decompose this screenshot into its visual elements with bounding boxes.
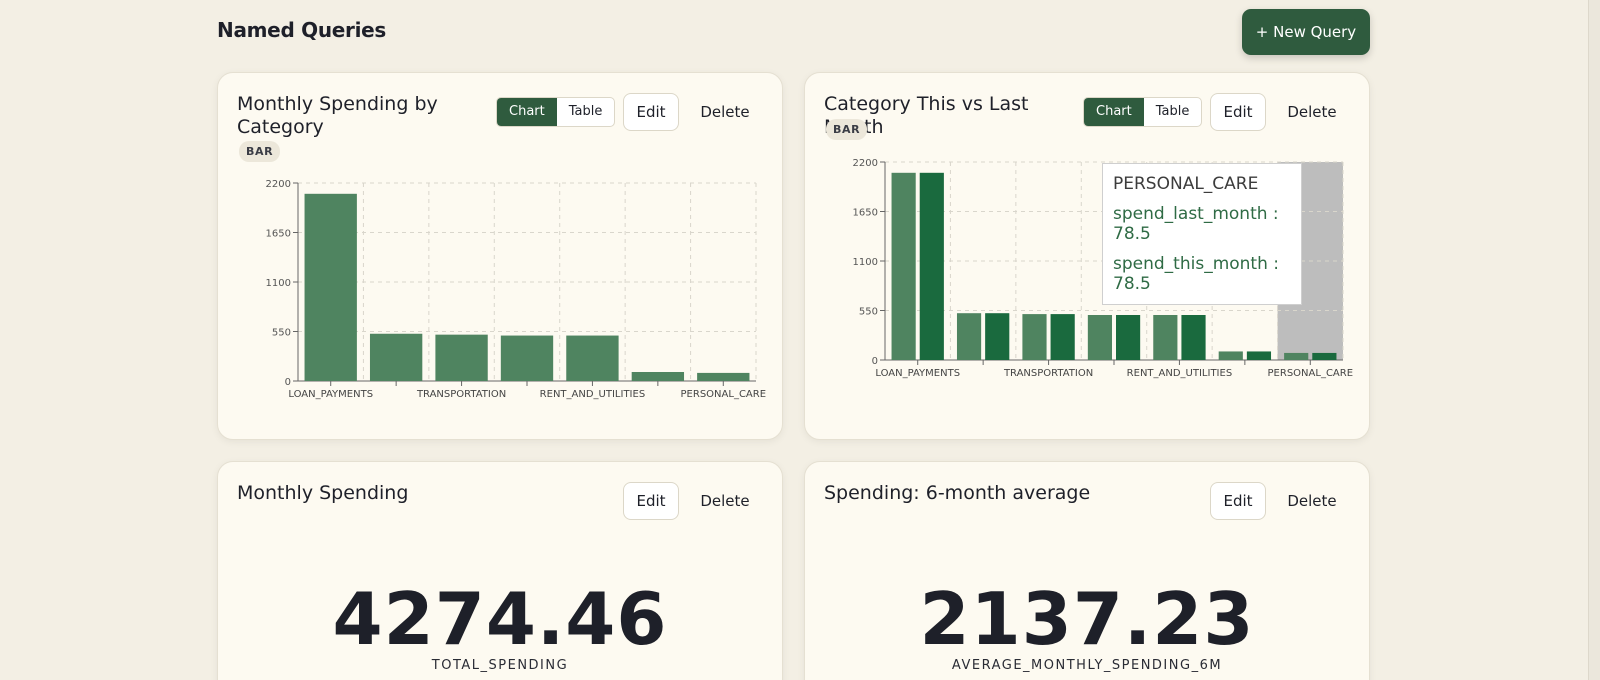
bar <box>891 172 916 360</box>
y-tick-label: 1100 <box>853 257 878 268</box>
query-card-six-month-average: Spending: 6-month average Edit Delete 21… <box>804 461 1370 680</box>
x-tick-label: RENT_AND_UTILITIES <box>540 389 646 400</box>
page-title: Named Queries <box>217 18 387 42</box>
bar <box>1246 351 1272 360</box>
x-tick-label: PERSONAL_CARE <box>681 389 767 400</box>
bar <box>1181 315 1206 360</box>
query-card-category-this-vs-last-month: Category This vs Last Month BAR Chart Ta… <box>804 72 1370 440</box>
page-scrollbar[interactable] <box>1588 0 1600 680</box>
x-tick-label: LOAN_PAYMENTS <box>288 389 373 400</box>
chart-type-badge: BAR <box>826 119 868 140</box>
metric-value: 2137.23 <box>919 577 1255 661</box>
bar <box>435 334 488 381</box>
delete-button[interactable]: Delete <box>689 482 761 520</box>
spending-by-category-chart: 0 550 1100 1650 2200 LOAN_PAYMENTS TRANSPORTAT… <box>266 179 767 400</box>
y-tick-label: 1100 <box>266 278 291 289</box>
tooltip-category: PERSONAL_CARE <box>1113 174 1259 194</box>
chart-type-badge: BAR <box>239 141 281 162</box>
y-tick-label: 1650 <box>266 229 291 240</box>
card-title: Monthly Spending by Category <box>237 93 438 138</box>
bar <box>985 313 1010 360</box>
table-view-tab[interactable]: Table <box>568 104 603 119</box>
chart-tooltip: PERSONAL_CARE spend_last_month : 78.5 sp… <box>1102 163 1302 305</box>
bar <box>1312 352 1337 360</box>
bar <box>919 172 944 360</box>
x-tick-label: TRANSPORTATION <box>416 389 506 400</box>
query-card-monthly-spending-by-category: Monthly Spending by Category BAR Chart T… <box>217 72 783 440</box>
view-toggle: Chart Table <box>496 97 616 127</box>
y-tick-label: 550 <box>859 307 878 318</box>
y-tick-label: 2200 <box>266 179 291 190</box>
tooltip-this-month: spend_this_month : 78.5 <box>1113 254 1279 294</box>
y-tick-label: 0 <box>285 377 291 388</box>
bar <box>1153 315 1178 360</box>
bar <box>566 335 619 381</box>
x-tick-label: PERSONAL_CARE <box>1268 368 1354 379</box>
bar <box>697 372 750 381</box>
delete-button[interactable]: Delete <box>1276 482 1348 520</box>
bar <box>956 313 982 360</box>
table-view-tab[interactable]: Table <box>1155 104 1190 119</box>
view-toggle: Chart Table <box>1083 97 1203 127</box>
y-tick-label: 0 <box>872 356 878 367</box>
edit-button[interactable]: Edit <box>1210 93 1266 131</box>
metric-label: TOTAL_SPENDING <box>431 658 569 673</box>
card-title: Monthly Spending <box>237 482 409 504</box>
chart-view-tab[interactable]: Chart <box>1084 98 1144 126</box>
x-tick-label: LOAN_PAYMENTS <box>875 368 960 379</box>
new-query-button[interactable]: + New Query <box>1242 9 1370 55</box>
y-tick-label: 550 <box>272 328 291 339</box>
x-tick-label: TRANSPORTATION <box>1003 368 1093 379</box>
edit-button[interactable]: Edit <box>1210 482 1266 520</box>
bar <box>1284 352 1309 360</box>
y-tick-label: 1650 <box>853 208 878 219</box>
chart-view-tab[interactable]: Chart <box>497 98 557 126</box>
bar <box>1116 315 1141 360</box>
card-title: Spending: 6-month average <box>824 482 1091 504</box>
delete-button[interactable]: Delete <box>689 93 761 131</box>
y-tick-label: 2200 <box>853 158 878 169</box>
bar <box>1022 314 1047 360</box>
x-tick-label: RENT_AND_UTILITIES <box>1127 368 1233 379</box>
tooltip-last-month: spend_last_month : 78.5 <box>1113 204 1279 244</box>
delete-button[interactable]: Delete <box>1276 93 1348 131</box>
bar <box>1218 351 1243 360</box>
metric-label: AVERAGE_MONTHLY_SPENDING_6M <box>951 658 1223 673</box>
bar <box>1050 314 1075 360</box>
bar <box>631 372 685 381</box>
edit-button[interactable]: Edit <box>623 482 679 520</box>
bar <box>500 335 554 381</box>
bar <box>369 333 423 381</box>
bar <box>1087 315 1112 360</box>
query-card-monthly-spending: Monthly Spending Edit Delete 4274.46 TOT… <box>217 461 783 680</box>
bar <box>304 193 357 381</box>
edit-button[interactable]: Edit <box>623 93 679 131</box>
metric-value: 4274.46 <box>332 577 668 661</box>
